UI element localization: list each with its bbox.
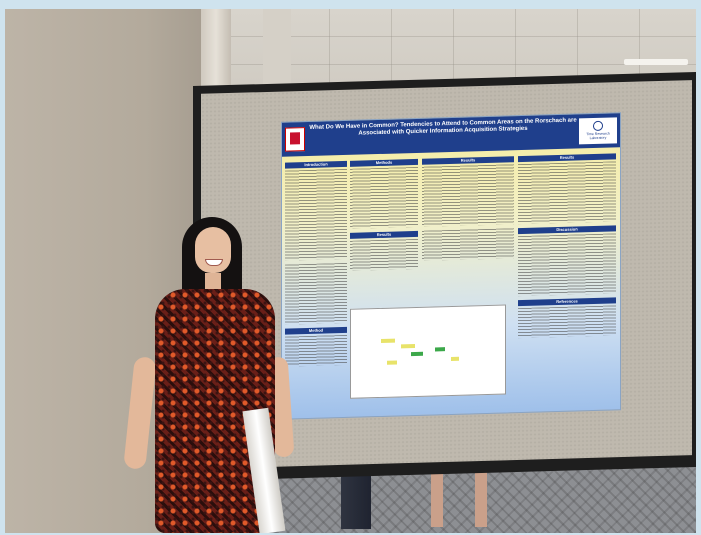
table-cell — [381, 338, 395, 343]
poster-column-4: Results Discussion References — [518, 153, 616, 408]
body-text — [422, 164, 514, 227]
body-text — [422, 228, 514, 261]
poster-title: What Do We Have in Common? Tendencies to… — [309, 117, 577, 137]
face — [195, 227, 231, 273]
photo: What Do We Have in Common? Tendencies to… — [5, 9, 696, 533]
section-heading: Introduction — [285, 160, 347, 169]
leg — [431, 467, 443, 527]
neck — [205, 273, 221, 293]
lab-logo-icon — [593, 120, 603, 132]
ceiling-light — [624, 59, 688, 65]
body-text — [350, 166, 418, 229]
section-heading: Results — [350, 230, 418, 239]
table-cell — [451, 356, 459, 361]
body-text — [518, 305, 616, 339]
poster-header: What Do We Have in Common? Tendencies to… — [282, 113, 620, 157]
table-cell — [435, 347, 445, 352]
lab-logo-text: Time Research Laboratory — [586, 131, 610, 141]
table-cell — [387, 360, 397, 365]
leg — [475, 467, 487, 527]
section-heading: Methods — [350, 158, 418, 167]
body-text — [518, 233, 616, 297]
section-heading: Results — [422, 156, 514, 165]
table-cell — [401, 344, 415, 349]
research-poster: What Do We Have in Common? Tendencies to… — [281, 112, 621, 420]
lab-logo: Time Research Laboratory — [579, 117, 617, 145]
university-logo — [285, 127, 305, 152]
table-cell — [411, 351, 423, 357]
results-table — [350, 304, 506, 399]
left-arm — [123, 356, 157, 470]
body-text — [350, 238, 418, 271]
body-text — [518, 161, 616, 225]
